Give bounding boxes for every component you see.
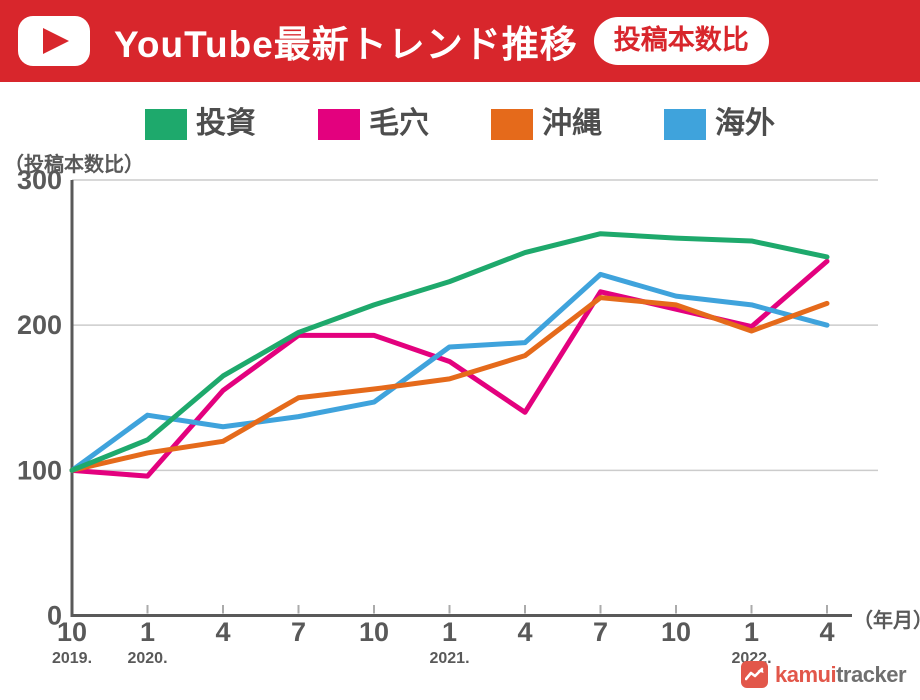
kamuitracker-wordmark: kamuitracker [775,661,906,687]
y-axis-unit-label: （投稿本数比） [4,154,144,176]
legend-label: 投資 [196,107,256,140]
x-year-label: 2021. [429,650,469,667]
x-tick-label: 4 [819,617,834,647]
x-axis-unit-label: （年月） [853,610,920,632]
legend-swatch [318,108,360,140]
page-title: YouTube最新トレンド推移 [114,24,578,65]
header-badge: 投稿本数比 [593,17,769,65]
legend-item-0: 投資 [145,107,256,140]
x-tick-label: 1 [744,617,759,647]
series-line-毛穴 [69,258,830,479]
legend-item-2: 沖縄 [491,107,602,140]
x-tick-label: 1 [442,617,457,647]
series-line-沖縄 [69,295,830,473]
header-banner: YouTube最新トレンド推移 投稿本数比 [0,0,920,82]
legend-swatch [491,108,533,140]
x-tick-label: 7 [593,617,608,647]
legend-item-3: 海外 [664,107,775,140]
series-line-海外 [69,271,830,473]
x-tick-label: 10 [661,617,691,647]
x-tick-label: 4 [517,617,532,647]
y-tick-label: 200 [17,310,62,340]
y-tick-label: 0 [47,601,62,631]
y-tick-label: 100 [17,455,62,485]
legend-label: 海外 [715,107,775,140]
logo-text-kamui: kamui [775,661,837,687]
y-tick-label: 300 [17,165,62,195]
legend-label: 沖縄 [542,107,602,140]
kamuitracker-logo: kamuitracker [741,661,906,688]
x-tick-label: 1 [140,617,155,647]
logo-text-tracker: tracker [836,661,906,687]
legend-swatch [145,108,187,140]
legend-label: 毛穴 [369,107,429,140]
trend-arrow-icon [741,661,769,688]
legend-swatch [664,108,706,140]
x-tick-label: 7 [291,617,306,647]
youtube-play-icon [18,16,90,66]
legend-item-1: 毛穴 [318,107,429,140]
legend: 投資 毛穴 沖縄 海外 [0,104,920,144]
x-year-label: 2019. [52,650,92,667]
x-tick-label: 10 [57,617,87,647]
x-tick-label: 4 [215,617,230,647]
x-tick-label: 10 [359,617,389,647]
x-year-label: 2020. [127,650,167,667]
series-line-投資 [69,231,830,473]
